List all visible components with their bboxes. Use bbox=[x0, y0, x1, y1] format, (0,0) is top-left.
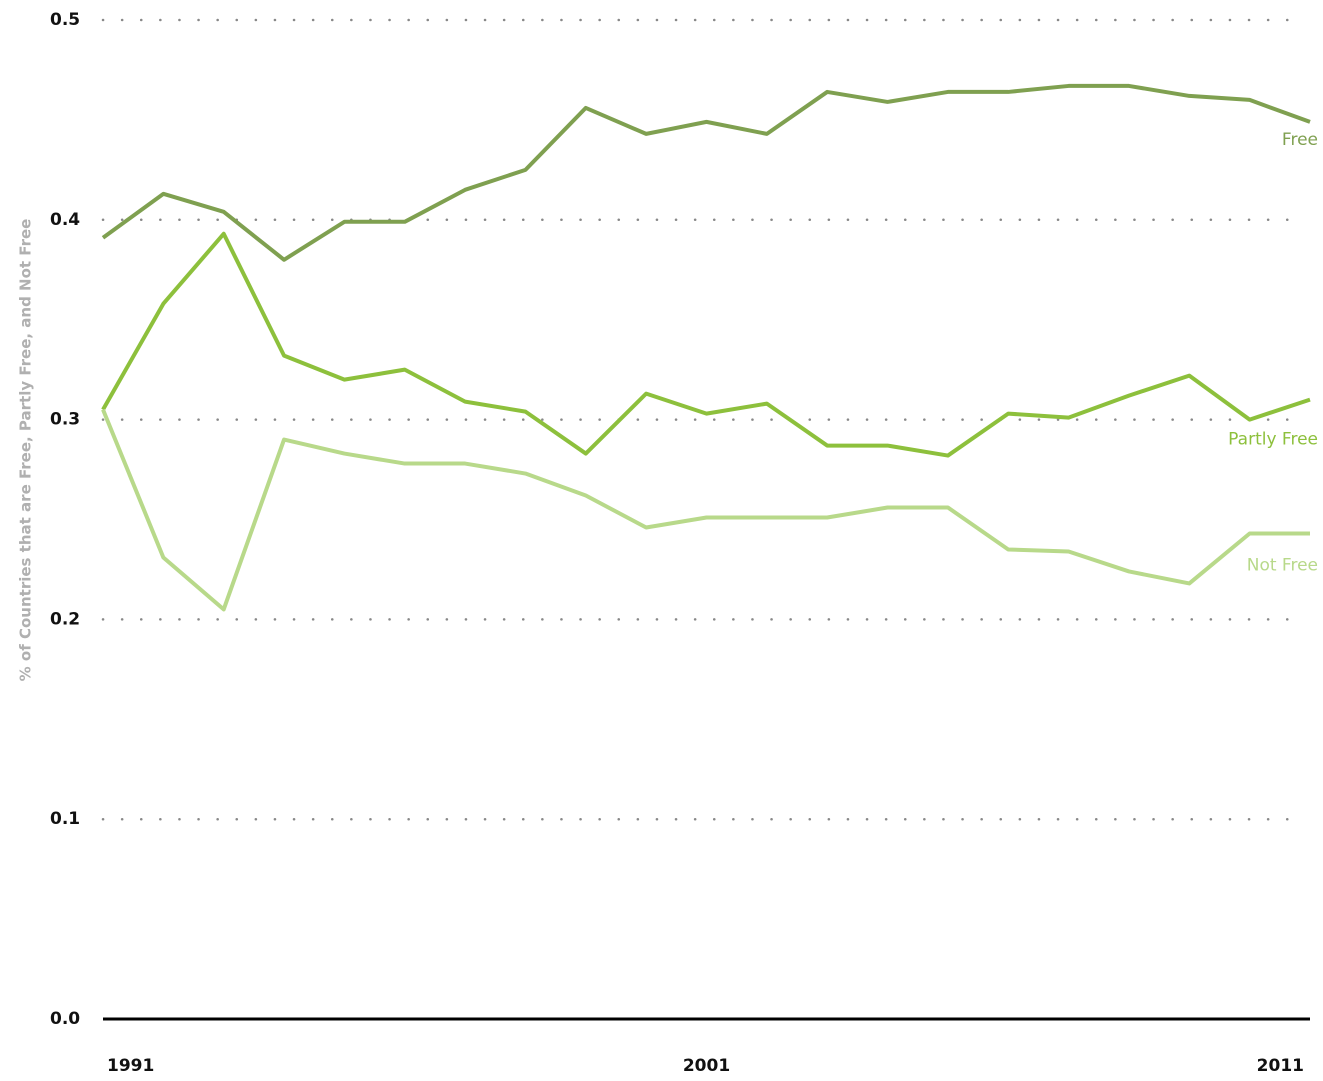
y-tick-label: 0.1 bbox=[50, 809, 80, 829]
x-tick-label: 2011 bbox=[1257, 1056, 1304, 1076]
series-label: Free bbox=[1282, 130, 1318, 150]
x-tick-label: 1991 bbox=[107, 1056, 154, 1076]
series-line bbox=[101, 408, 1310, 612]
series-line bbox=[101, 83, 1311, 262]
series-line bbox=[101, 231, 1311, 458]
y-tick-label: 0.0 bbox=[50, 1009, 80, 1029]
y-axis-label: % of Countries that are Free, Partly Fre… bbox=[17, 219, 35, 682]
series-label: Partly Free bbox=[1228, 430, 1318, 450]
y-tick-label: 0.5 bbox=[50, 10, 80, 30]
y-tick-label: 0.2 bbox=[50, 609, 80, 629]
y-tick-label: 0.3 bbox=[50, 410, 80, 430]
y-tick-label: 0.4 bbox=[50, 210, 80, 230]
x-tick-label: 2001 bbox=[683, 1056, 730, 1076]
series-label: Not Free bbox=[1247, 555, 1318, 575]
